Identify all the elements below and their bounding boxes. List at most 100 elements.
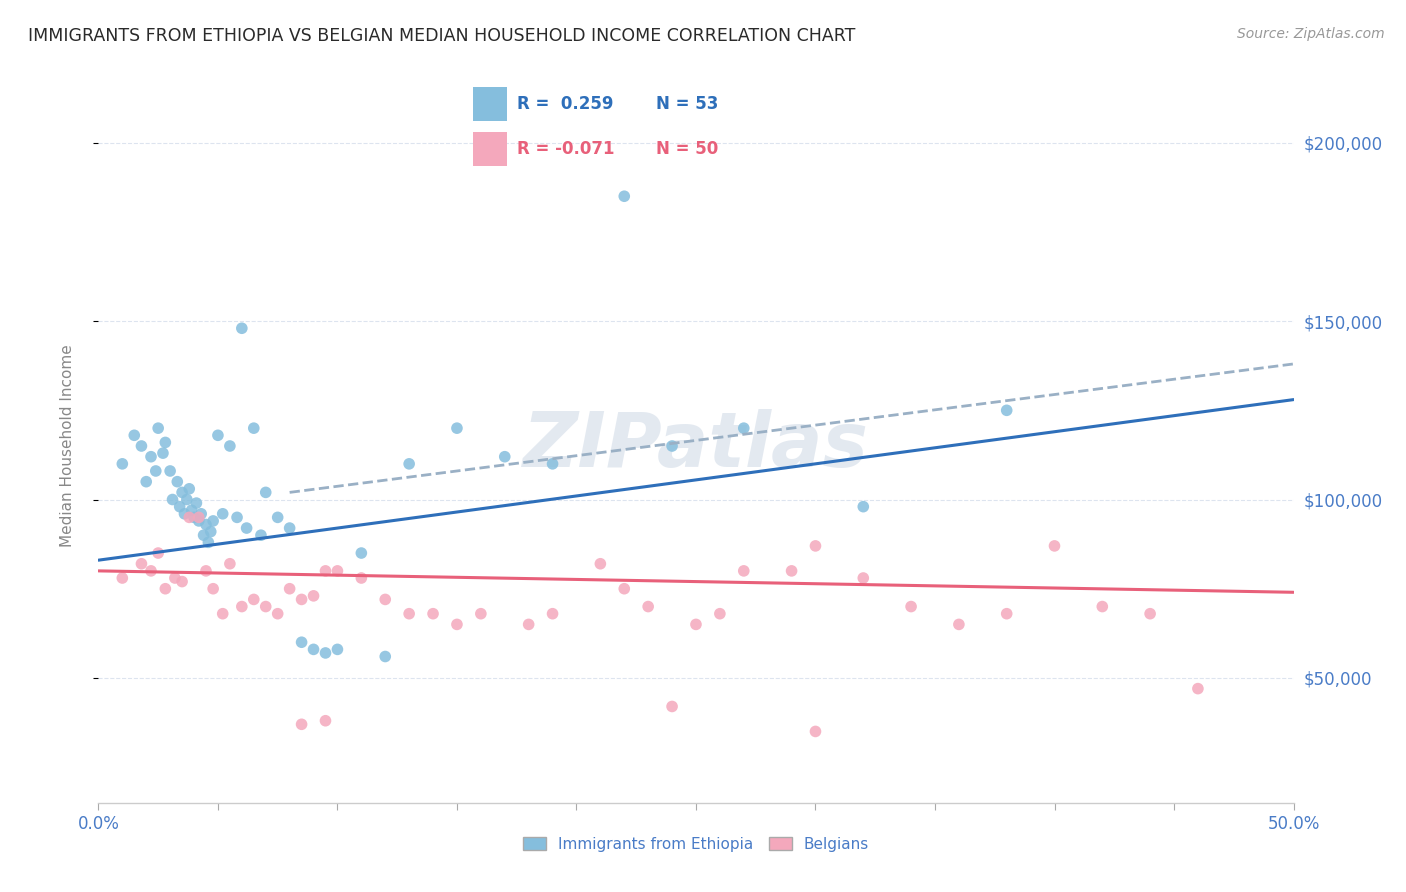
Point	[190, 507, 212, 521]
Point	[200, 524, 222, 539]
Point	[243, 421, 266, 435]
Point	[195, 517, 218, 532]
Point	[661, 699, 683, 714]
Point	[148, 546, 170, 560]
Point	[111, 457, 134, 471]
Point	[159, 464, 181, 478]
Point	[145, 464, 167, 478]
Point	[315, 714, 337, 728]
Point	[398, 457, 420, 471]
Point	[995, 607, 1018, 621]
Point	[267, 510, 290, 524]
Point	[211, 607, 233, 621]
Point	[219, 439, 242, 453]
Text: N = 50: N = 50	[655, 140, 718, 158]
Point	[176, 492, 198, 507]
Point	[135, 475, 157, 489]
Point	[589, 557, 612, 571]
Point	[637, 599, 659, 614]
Point	[173, 507, 195, 521]
Point	[948, 617, 970, 632]
Point	[278, 521, 301, 535]
Point	[804, 539, 827, 553]
Point	[254, 599, 277, 614]
Point	[155, 582, 177, 596]
Point	[187, 510, 209, 524]
FancyBboxPatch shape	[474, 87, 508, 121]
Point	[197, 535, 219, 549]
Point	[350, 571, 373, 585]
Point	[179, 510, 201, 524]
Point	[169, 500, 191, 514]
Point	[124, 428, 146, 442]
Legend: Immigrants from Ethiopia, Belgians: Immigrants from Ethiopia, Belgians	[516, 829, 876, 859]
Point	[231, 321, 253, 335]
Point	[195, 564, 218, 578]
Point	[541, 607, 564, 621]
Point	[422, 607, 444, 621]
Point	[139, 450, 162, 464]
Point	[995, 403, 1018, 417]
Point	[291, 635, 314, 649]
Point	[155, 435, 177, 450]
Point	[302, 642, 325, 657]
Point	[900, 599, 922, 614]
Point	[202, 514, 225, 528]
Point	[180, 503, 202, 517]
Text: N = 53: N = 53	[655, 95, 718, 113]
Point	[613, 189, 636, 203]
Text: Source: ZipAtlas.com: Source: ZipAtlas.com	[1237, 27, 1385, 41]
Text: R =  0.259: R = 0.259	[516, 95, 613, 113]
Point	[187, 514, 209, 528]
Point	[207, 428, 229, 442]
Point	[231, 599, 253, 614]
Point	[1139, 607, 1161, 621]
Point	[291, 717, 314, 731]
Text: ZIPatlas: ZIPatlas	[523, 409, 869, 483]
Point	[709, 607, 731, 621]
Point	[733, 421, 755, 435]
Text: R = -0.071: R = -0.071	[516, 140, 614, 158]
Point	[148, 421, 170, 435]
Point	[315, 646, 337, 660]
Point	[152, 446, 174, 460]
Point	[243, 592, 266, 607]
Point	[163, 571, 186, 585]
Point	[172, 574, 194, 589]
Point	[186, 496, 208, 510]
Point	[1187, 681, 1209, 696]
Point	[202, 582, 225, 596]
Point	[179, 482, 201, 496]
Point	[172, 485, 194, 500]
Point	[193, 528, 215, 542]
Point	[374, 649, 396, 664]
Point	[267, 607, 290, 621]
Point	[183, 510, 205, 524]
FancyBboxPatch shape	[474, 132, 508, 166]
Point	[613, 582, 636, 596]
Point	[162, 492, 184, 507]
Point	[139, 564, 162, 578]
Point	[661, 439, 683, 453]
Point	[446, 421, 468, 435]
Y-axis label: Median Household Income: Median Household Income	[60, 344, 75, 548]
Point	[291, 592, 314, 607]
Point	[446, 617, 468, 632]
Point	[250, 528, 273, 542]
Point	[852, 500, 875, 514]
Point	[302, 589, 325, 603]
Point	[315, 564, 337, 578]
Point	[278, 582, 301, 596]
Point	[374, 592, 396, 607]
Point	[111, 571, 134, 585]
Point	[685, 617, 707, 632]
Point	[541, 457, 564, 471]
Point	[398, 607, 420, 621]
Point	[211, 507, 233, 521]
Point	[235, 521, 257, 535]
Point	[326, 564, 349, 578]
Point	[1091, 599, 1114, 614]
Point	[326, 642, 349, 657]
Point	[780, 564, 803, 578]
Point	[254, 485, 277, 500]
